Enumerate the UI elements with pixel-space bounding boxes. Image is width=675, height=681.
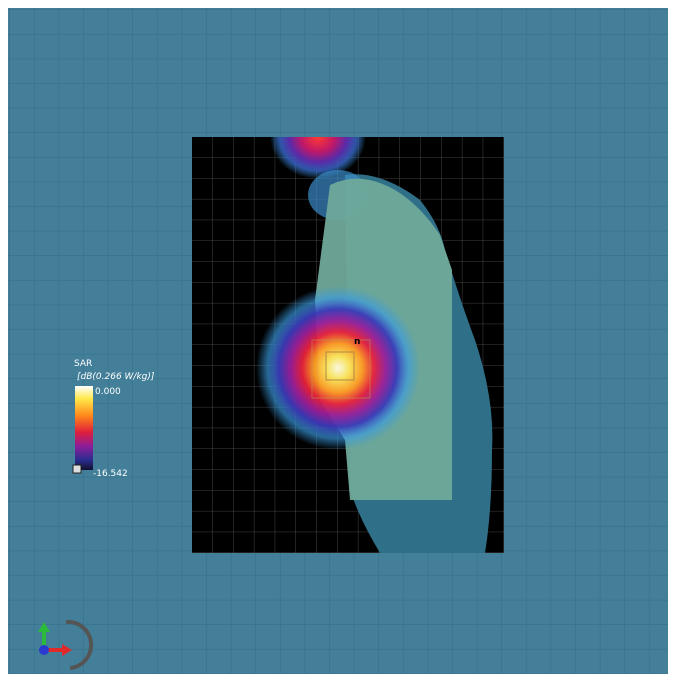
legend-title: SAR [74,359,92,369]
hotspot-top [270,137,366,179]
hotspot-main [256,286,420,450]
colorbar [75,386,93,470]
legend-max: 0.000 [95,387,121,397]
axis-triad [38,619,94,670]
legend-min: -16.542 [93,469,128,479]
marker-label: n [354,337,360,347]
legend-unit: [dB(0.266 W/kg)] [77,372,155,382]
probe-box [325,351,355,381]
legend: SAR [dB(0.266 W/kg)] 0.000 -16.542 [72,359,155,479]
simulation-domain: n [192,137,504,553]
